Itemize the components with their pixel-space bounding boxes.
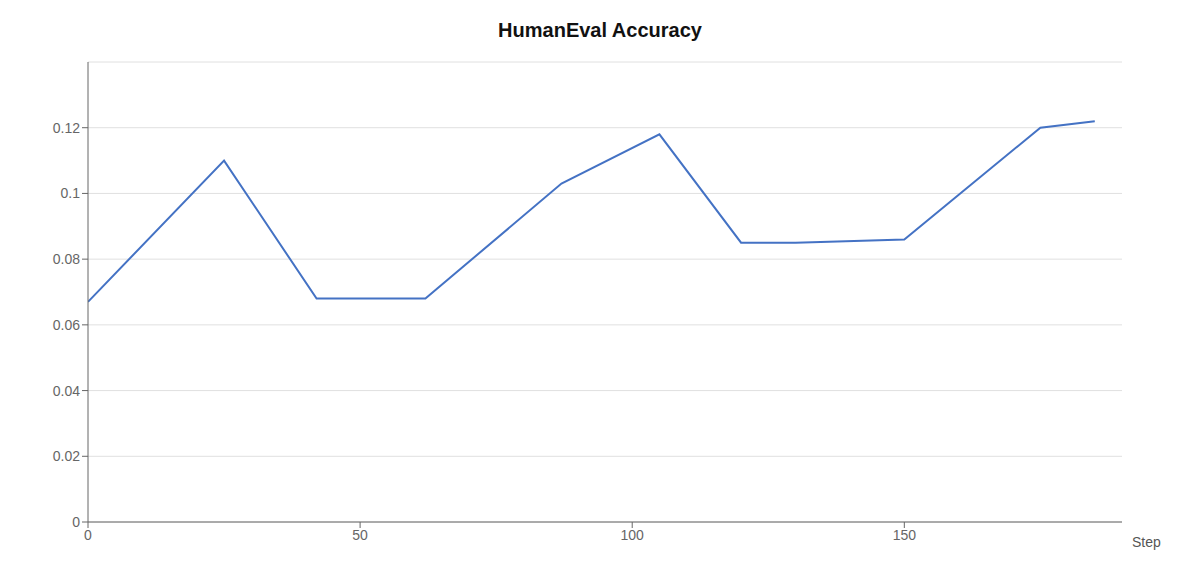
svg-text:100: 100 [621, 527, 645, 543]
svg-text:0: 0 [72, 514, 80, 530]
svg-text:0.02: 0.02 [53, 448, 80, 464]
svg-text:50: 50 [352, 527, 368, 543]
svg-text:0.06: 0.06 [53, 317, 80, 333]
svg-text:0.04: 0.04 [53, 383, 80, 399]
svg-text:Step: Step [1132, 534, 1161, 550]
svg-text:150: 150 [893, 527, 917, 543]
svg-text:0.12: 0.12 [53, 120, 80, 136]
svg-text:0.1: 0.1 [61, 185, 81, 201]
svg-text:0: 0 [84, 527, 92, 543]
svg-text:0.08: 0.08 [53, 251, 80, 267]
html-text:HumanEval Accuracy: HumanEval Accuracy [498, 19, 702, 41]
